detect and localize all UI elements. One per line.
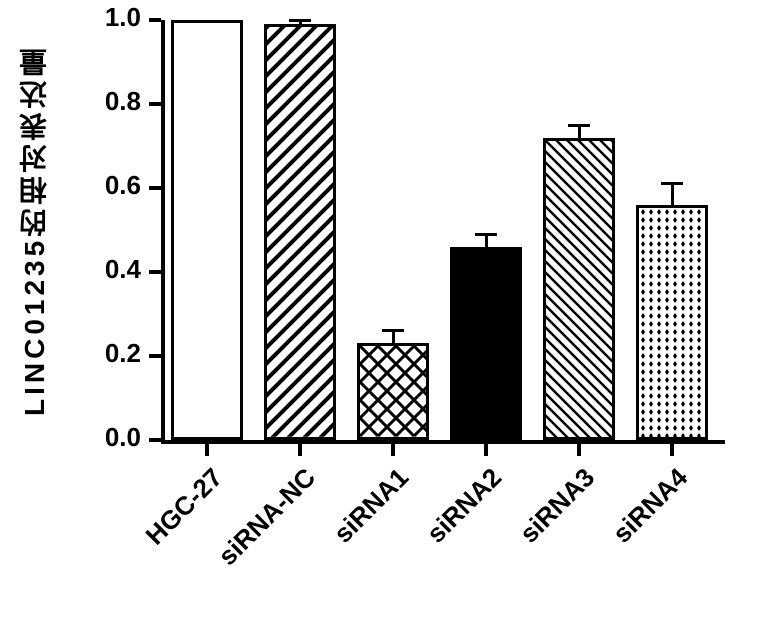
error-cap — [382, 329, 404, 332]
error-cap — [661, 182, 683, 185]
error-bar — [485, 234, 488, 247]
bar-siRNA1 — [357, 343, 429, 440]
bar-siRNA3 — [543, 138, 615, 440]
y-axis-title: LINC01235的相对表达量 — [15, 20, 55, 440]
bar-HGC-27 — [171, 20, 243, 440]
bar-chart — [165, 20, 725, 440]
bar-siRNA2 — [450, 247, 522, 440]
error-bar — [578, 125, 581, 138]
error-cap — [568, 124, 590, 127]
error-cap — [475, 233, 497, 236]
error-bar — [671, 184, 674, 205]
error-cap — [289, 19, 311, 22]
error-bar — [392, 331, 395, 344]
bar-siRNA-NC — [264, 24, 336, 440]
bar-siRNA4 — [636, 205, 708, 440]
